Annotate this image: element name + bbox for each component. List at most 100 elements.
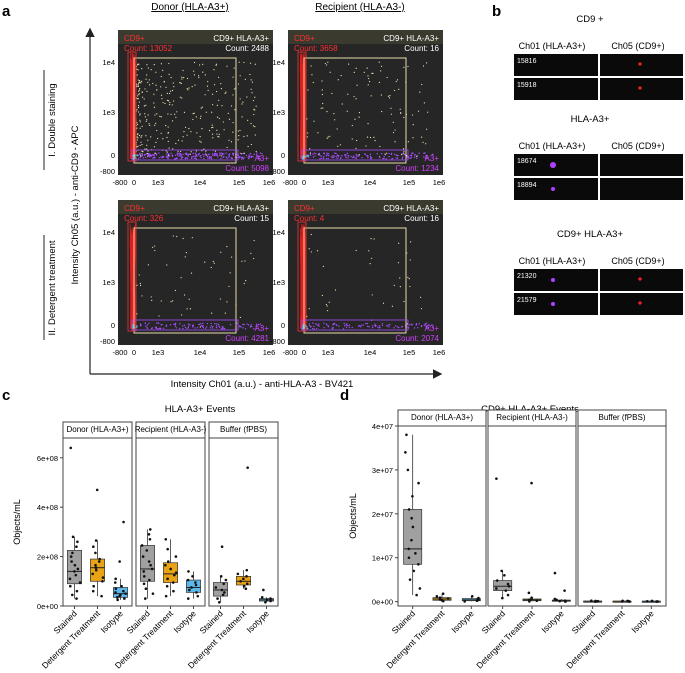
- double-positive-event: [206, 85, 209, 87]
- double-positive-event: [227, 112, 229, 114]
- data-point: [75, 597, 78, 600]
- a3-event: [413, 327, 416, 329]
- a3-event: [187, 155, 190, 157]
- y-tick-label: 1e3: [272, 278, 285, 287]
- x-tick-label: Isotype: [449, 608, 476, 635]
- scatter-header-band: [118, 30, 273, 44]
- x-tick-label: Detergent Treatment: [564, 608, 627, 671]
- double-positive-event: [169, 101, 171, 104]
- a3-event: [366, 155, 368, 157]
- data-point: [503, 573, 506, 577]
- x-tick-label: 1e6: [433, 178, 446, 187]
- double-positive-event: [252, 125, 255, 127]
- double-positive-event: [198, 64, 201, 66]
- data-point: [140, 544, 144, 547]
- double-positive-event: [419, 296, 422, 298]
- channel-header-ch05: Ch05 (CD9+): [611, 141, 664, 151]
- a3-event: [255, 327, 258, 330]
- a3-event: [381, 324, 384, 327]
- double-positive-event: [140, 136, 142, 138]
- a3-event: [221, 154, 223, 156]
- a3-event: [152, 154, 154, 156]
- a3-event: [415, 323, 418, 325]
- y-tick-label: 1e4: [102, 228, 115, 237]
- data-point: [406, 468, 410, 472]
- data-point: [148, 578, 151, 582]
- ch05-image: [600, 78, 683, 100]
- a3-event: [255, 154, 258, 156]
- a3-event: [425, 154, 427, 157]
- double-positive-event: [151, 299, 153, 301]
- x-tick-label: 1e5: [403, 348, 416, 357]
- panel-label-a: a: [2, 3, 11, 20]
- a3-event: [309, 153, 311, 155]
- a3-event: [193, 157, 195, 159]
- data-point: [147, 533, 151, 536]
- double-positive-event: [337, 79, 339, 81]
- ch05-image: [600, 154, 683, 176]
- double-positive-event: [153, 146, 156, 148]
- a3-event: [158, 157, 160, 159]
- y-tick-label: 1e3: [272, 108, 285, 117]
- double-positive-event: [137, 134, 139, 136]
- double-positive-event: [306, 136, 308, 138]
- double-positive-event: [412, 124, 414, 126]
- a3-event: [241, 156, 244, 159]
- double-positive-event: [427, 111, 429, 113]
- data-point: [242, 577, 245, 581]
- data-point: [417, 562, 420, 566]
- box-8: [236, 466, 251, 591]
- double-positive-event: [363, 71, 365, 73]
- double-positive-event: [392, 131, 395, 134]
- double-positive-event: [307, 89, 309, 91]
- double-positive-event: [225, 91, 227, 93]
- data-point: [246, 466, 249, 469]
- x-tick-label: 1e3: [322, 348, 335, 357]
- panel-a: a Donor (HLA-A3+) Recipient (HLA-A3-) I.…: [2, 2, 445, 390]
- double-positive-event: [136, 284, 138, 286]
- a3-event: [327, 152, 330, 155]
- a3-event: [427, 156, 429, 158]
- a3-event: [180, 158, 183, 160]
- a3-event: [322, 155, 325, 158]
- box-9: [259, 588, 274, 604]
- double-positive-event: [153, 102, 155, 104]
- double-positive-event: [366, 67, 368, 69]
- double-positive-event: [254, 134, 256, 136]
- a3-event: [153, 157, 156, 159]
- a3-event: [218, 325, 220, 327]
- double-positive-event: [219, 298, 221, 300]
- image-gallery-3: CD9+ HLA-A3+ Ch01 (HLA-A3+) Ch05 (CD9+) 213…: [514, 229, 683, 315]
- double-positive-event: [189, 153, 191, 155]
- y-tick-label: 2e+07: [372, 510, 393, 519]
- a3-event: [194, 157, 197, 159]
- data-point: [418, 587, 422, 590]
- double-positive-event: [160, 300, 162, 302]
- double-positive-event: [307, 132, 309, 134]
- double-positive-event: [254, 109, 256, 111]
- double-positive-event: [368, 250, 370, 252]
- double-positive-event: [177, 150, 179, 152]
- a3-event: [362, 324, 364, 326]
- double-positive-event: [137, 104, 140, 107]
- double-positive-event: [147, 114, 149, 116]
- double-positive-event: [139, 119, 141, 121]
- double-positive-event: [398, 242, 400, 244]
- hla-a3-signal: [551, 187, 555, 191]
- double-positive-event: [167, 154, 169, 156]
- double-positive-event: [249, 73, 251, 76]
- a3-event: [393, 327, 395, 329]
- a3-event: [170, 152, 172, 155]
- event-id: 18894: [517, 182, 537, 189]
- a3-event: [155, 153, 158, 155]
- double-positive-event: [417, 110, 420, 112]
- a3-event: [371, 327, 374, 329]
- a3-event: [432, 326, 434, 328]
- a3-event: [210, 158, 213, 160]
- ch01-image: [514, 293, 598, 315]
- double-positive-event: [329, 71, 331, 73]
- data-point: [116, 598, 119, 602]
- hla-a3-signal: [551, 302, 555, 306]
- double-positive-event: [150, 68, 152, 71]
- data-point: [245, 575, 248, 578]
